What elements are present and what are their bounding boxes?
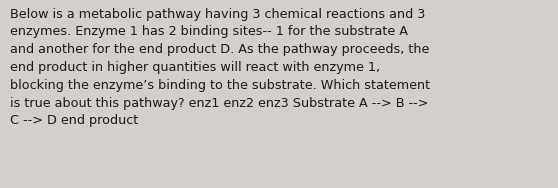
Text: Below is a metabolic pathway having 3 chemical reactions and 3
enzymes. Enzyme 1: Below is a metabolic pathway having 3 ch… <box>10 8 430 127</box>
